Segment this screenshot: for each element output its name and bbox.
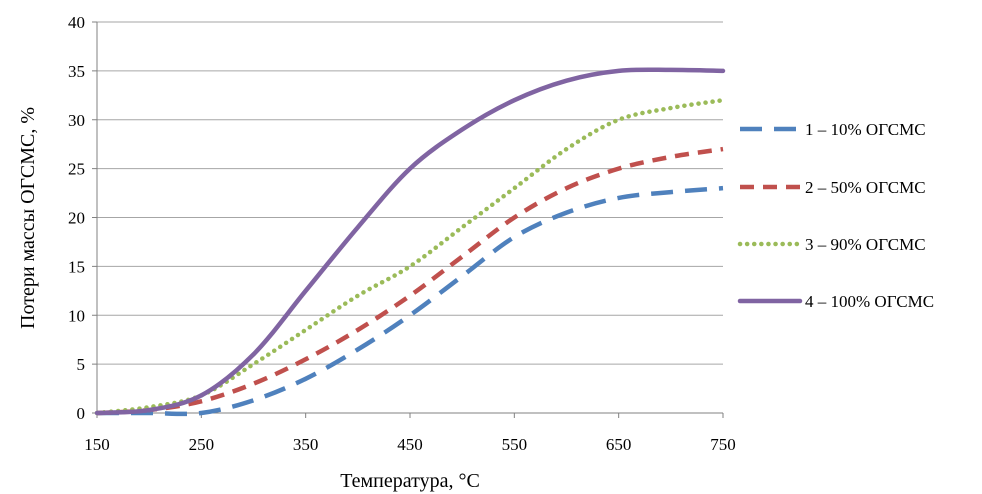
x-tick-label: 250: [189, 435, 215, 454]
x-tick-labels: 150 250 350 450 550 650 750: [84, 435, 736, 454]
y-tick-label: 35: [68, 62, 85, 81]
x-axis-title: Температура, °C: [340, 470, 480, 492]
series-line-3: [94, 97, 726, 416]
y-tick-label: 20: [68, 209, 85, 228]
y-tick-labels: 0 5 10 15 20 25 30 35 40: [68, 13, 85, 423]
x-tick-label: 150: [84, 435, 110, 454]
legend-label-2: 2 – 50% ОГСМС: [805, 178, 926, 197]
y-axis-title: Потери массы ОГСМС, %: [17, 107, 39, 329]
x-tick-label: 450: [397, 435, 423, 454]
series-line-1: [96, 185, 724, 417]
y-tick-label: 40: [68, 13, 85, 32]
y-tick-label: 5: [77, 355, 86, 374]
y-tick-label: 25: [68, 160, 85, 179]
x-tick-label: 350: [293, 435, 319, 454]
series-lines: [94, 67, 726, 417]
series-line-4: [94, 67, 726, 416]
y-tick-label: 30: [68, 111, 85, 130]
y-tick-label: 0: [77, 404, 86, 423]
y-tick-label: 15: [68, 257, 85, 276]
grid-lines: [92, 21, 724, 418]
x-tick-label: 550: [502, 435, 528, 454]
series-line-2: [96, 146, 724, 416]
legend-label-1: 1 – 10% ОГСМС: [805, 120, 926, 139]
legend-label-3: 3 – 90% ОГСМС: [805, 235, 926, 254]
x-tick-label: 750: [710, 435, 736, 454]
legend: 1 – 10% ОГСМС 2 – 50% ОГСМС 3 – 90% ОГСМС 4…: [737, 120, 934, 311]
x-tick-label: 650: [606, 435, 632, 454]
y-tick-label: 10: [68, 306, 85, 325]
legend-label-4: 4 – 100% ОГСМС: [805, 292, 934, 311]
